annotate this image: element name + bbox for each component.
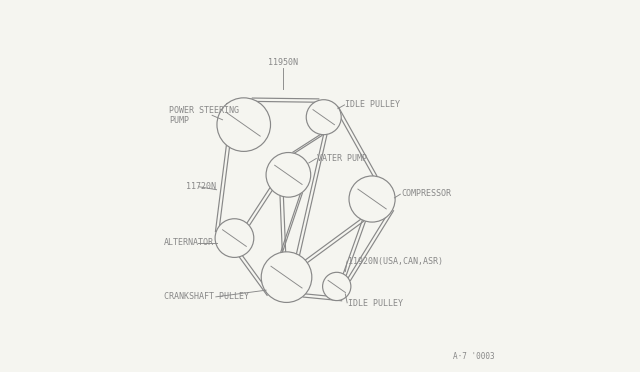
Text: CRANKSHAFT PULLEY: CRANKSHAFT PULLEY — [164, 292, 249, 301]
Ellipse shape — [349, 176, 395, 222]
Ellipse shape — [261, 252, 312, 302]
Ellipse shape — [266, 153, 310, 197]
Ellipse shape — [323, 272, 351, 301]
Text: IDLE PULLEY: IDLE PULLEY — [348, 299, 403, 308]
Text: VATER PUMP: VATER PUMP — [317, 154, 367, 163]
Text: 11950N: 11950N — [268, 58, 298, 67]
Text: COMPRESSOR: COMPRESSOR — [401, 189, 451, 198]
Text: ALTERNATOR: ALTERNATOR — [164, 238, 214, 247]
Ellipse shape — [215, 219, 254, 257]
Text: POWER STEERING
PUMP: POWER STEERING PUMP — [170, 106, 239, 125]
Ellipse shape — [306, 100, 341, 135]
Ellipse shape — [217, 98, 271, 151]
Text: 11920N(USA,CAN,ASR): 11920N(USA,CAN,ASR) — [348, 257, 443, 266]
Text: 11720N: 11720N — [186, 182, 216, 191]
Text: IDLE PULLEY: IDLE PULLEY — [346, 100, 400, 109]
Text: A·7 '0003: A·7 '0003 — [453, 352, 495, 361]
